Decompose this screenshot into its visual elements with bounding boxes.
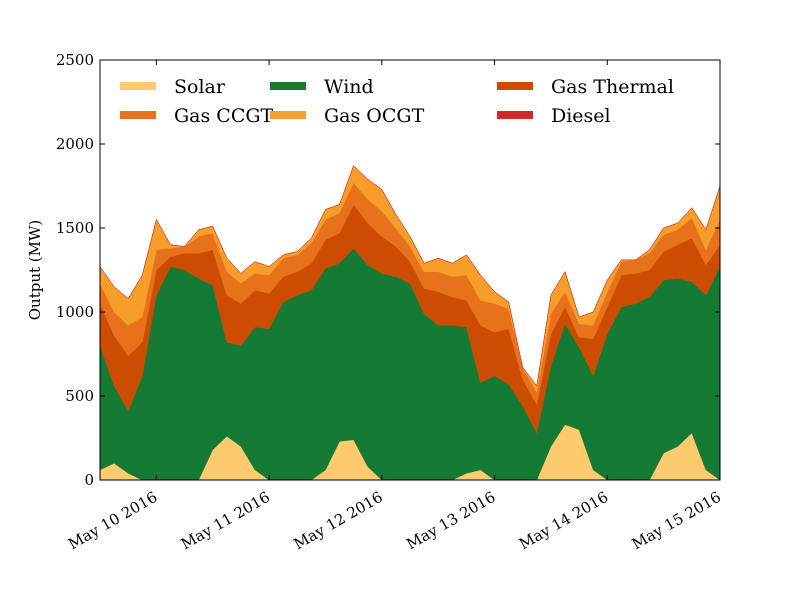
y-tick-label: 1500 [56, 219, 94, 237]
x-tick-label: May 10 2016 [65, 488, 160, 553]
x-tick-label: May 13 2016 [403, 488, 498, 553]
area-layers [99, 165, 721, 481]
y-tick-label: 2500 [56, 51, 94, 69]
legend-label-wind: Wind [324, 76, 374, 98]
legend-label-gas-ocgt: Gas OCGT [324, 105, 425, 127]
y-tick-label: 1000 [56, 303, 94, 321]
y-tick-label: 500 [65, 387, 94, 405]
x-tick-label: May 11 2016 [178, 488, 273, 553]
plot-frame [99, 59, 721, 481]
legend-swatch-wind [270, 82, 306, 90]
legend-swatch-gas-ccgt [120, 111, 156, 119]
x-tick-label: May 14 2016 [516, 488, 611, 553]
y-tick-label: 2000 [56, 135, 94, 153]
y-axis: 0 500 1000 1500 2000 2500 [56, 51, 720, 489]
legend-swatch-gas-ocgt [270, 111, 306, 119]
legend-label-gas-thermal: Gas Thermal [551, 76, 674, 98]
x-tick-label: May 15 2016 [629, 488, 724, 553]
legend-swatch-solar [120, 82, 156, 90]
legend-swatch-gas-thermal [497, 82, 533, 90]
x-tick-label: May 12 2016 [291, 488, 386, 553]
legend-swatch-diesel [497, 111, 533, 119]
y-tick-label: 0 [84, 471, 94, 489]
y-axis-label: Output (MW) [26, 220, 44, 321]
legend-label-solar: Solar [174, 76, 226, 98]
legend: Solar Wind Gas Thermal Gas CCGT Gas OCGT Dies… [120, 76, 674, 127]
legend-label-diesel: Diesel [551, 105, 611, 127]
legend-label-gas-ccgt: Gas CCGT [174, 105, 274, 127]
